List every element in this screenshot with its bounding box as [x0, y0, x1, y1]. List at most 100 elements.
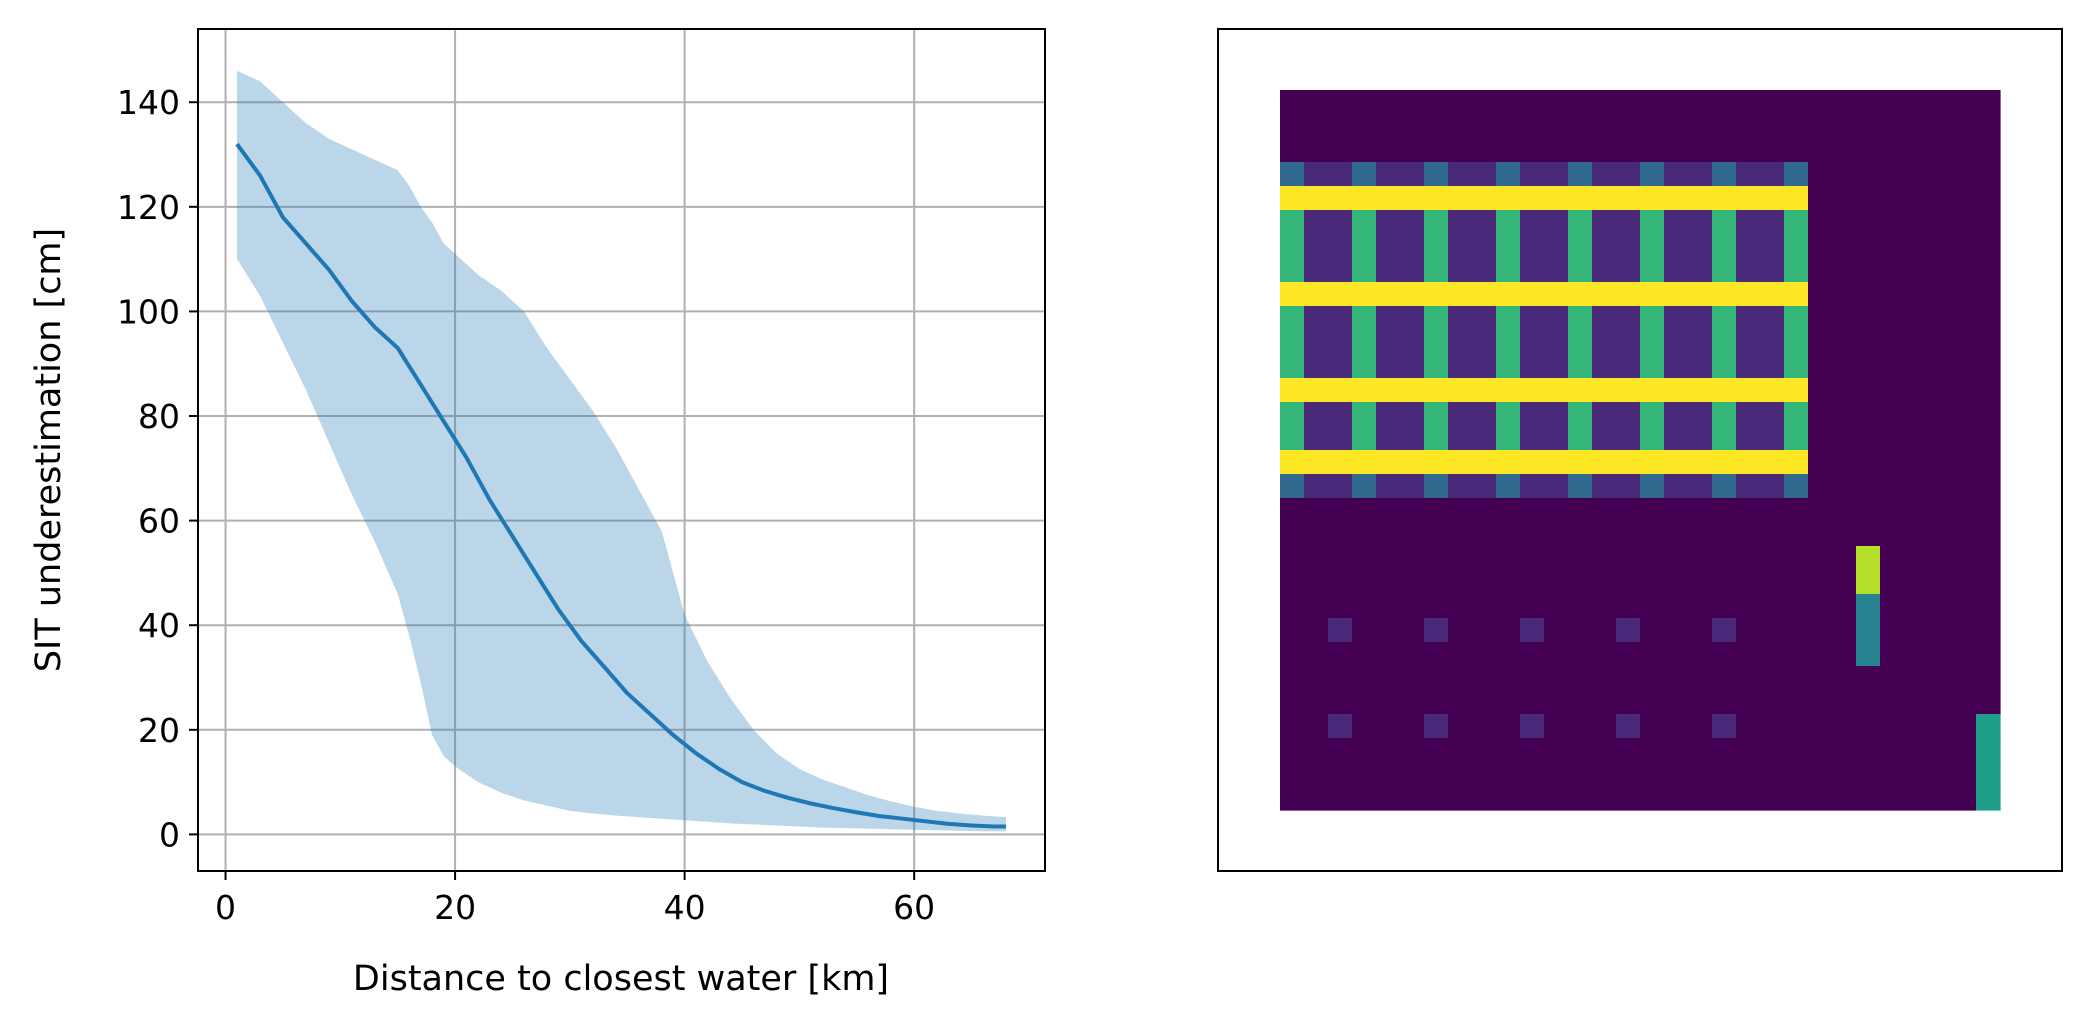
- heatmap-cell: [1712, 474, 1737, 499]
- heatmap-cell: [1976, 210, 2001, 235]
- heatmap-cell: [1640, 738, 1665, 763]
- heatmap-cell: [1952, 186, 1977, 211]
- heatmap-cell: [1448, 258, 1473, 283]
- heatmap-cell: [1616, 258, 1641, 283]
- heatmap-cell: [1544, 474, 1569, 499]
- heatmap-cell: [1976, 594, 2001, 619]
- heatmap-cell: [1760, 618, 1785, 643]
- heatmap-cell: [1400, 474, 1425, 499]
- heatmap-cell: [1616, 234, 1641, 259]
- heatmap-cell: [1664, 474, 1689, 499]
- heatmap-cell: [1760, 90, 1785, 115]
- heatmap-cell: [1448, 594, 1473, 619]
- heatmap-cell: [1352, 186, 1377, 211]
- heatmap-cell: [1280, 90, 1305, 115]
- heatmap-cell: [1760, 306, 1785, 331]
- heatmap-cell: [1424, 306, 1449, 331]
- heatmap-cell: [1904, 666, 1929, 691]
- heatmap-cell: [1904, 738, 1929, 763]
- heatmap-cell: [1832, 210, 1857, 235]
- heatmap-cell: [1568, 402, 1593, 427]
- heatmap-cell: [1472, 378, 1497, 403]
- heatmap-cell: [1424, 498, 1449, 523]
- heatmap-cell: [1376, 498, 1401, 523]
- heatmap-cell: [1280, 786, 1305, 811]
- heatmap-cell: [1808, 234, 1833, 259]
- heatmap-cell: [1784, 210, 1809, 235]
- heatmap-cell: [1400, 618, 1425, 643]
- heatmap-cell: [1856, 618, 1881, 643]
- heatmap-cell: [1616, 450, 1641, 475]
- heatmap-cell: [1712, 594, 1737, 619]
- heatmap-cell: [1424, 618, 1449, 643]
- heatmap-cell: [1472, 306, 1497, 331]
- heatmap-cell: [1856, 210, 1881, 235]
- heatmap-cell: [1640, 690, 1665, 715]
- heatmap-cell: [1880, 330, 1905, 355]
- heatmap-cell: [1832, 258, 1857, 283]
- heatmap-cell: [1808, 570, 1833, 595]
- heatmap-cell: [1640, 762, 1665, 787]
- heatmap-cell: [1688, 402, 1713, 427]
- heatmap-cell: [1568, 210, 1593, 235]
- heatmap-cell: [1808, 522, 1833, 547]
- heatmap-cell: [1568, 522, 1593, 547]
- heatmap-cell: [1568, 330, 1593, 355]
- heatmap-cell: [1616, 426, 1641, 451]
- heatmap-cell: [1304, 618, 1329, 643]
- heatmap-cell: [1568, 570, 1593, 595]
- heatmap-cell: [1400, 690, 1425, 715]
- heatmap-cell: [1688, 162, 1713, 187]
- heatmap-cell: [1808, 282, 1833, 307]
- heatmap-cell: [1640, 714, 1665, 739]
- heatmap-cell: [1880, 714, 1905, 739]
- heatmap-cell: [1328, 450, 1353, 475]
- heatmap-cell: [1976, 642, 2001, 667]
- heatmap-cell: [1784, 786, 1809, 811]
- heatmap-cell: [1928, 378, 1953, 403]
- heatmap-cell: [1328, 378, 1353, 403]
- heatmap-cell: [1736, 618, 1761, 643]
- heatmap-cell: [1808, 738, 1833, 763]
- heatmap-cell: [1544, 234, 1569, 259]
- heatmap-cell: [1808, 474, 1833, 499]
- heatmap-cell: [1376, 162, 1401, 187]
- heatmap-cell: [1376, 690, 1401, 715]
- heatmap-cell: [1424, 210, 1449, 235]
- heatmap-cell: [1352, 378, 1377, 403]
- heatmap-cell: [1640, 522, 1665, 547]
- heatmap-cell: [1616, 354, 1641, 379]
- heatmap-cell: [1832, 114, 1857, 139]
- heatmap-cell: [1928, 474, 1953, 499]
- heatmap-cell: [1472, 594, 1497, 619]
- heatmap-cell: [1448, 642, 1473, 667]
- heatmap-cell: [1376, 738, 1401, 763]
- heatmap-cell: [1592, 354, 1617, 379]
- heatmap-cell: [1520, 546, 1545, 571]
- spread-band: [237, 70, 1006, 832]
- heatmap-cell: [1784, 186, 1809, 211]
- heatmap-cell: [1304, 234, 1329, 259]
- heatmap-cell: [1280, 426, 1305, 451]
- heatmap-cell: [1520, 282, 1545, 307]
- heatmap-cell: [1376, 786, 1401, 811]
- heatmap-cell: [1376, 306, 1401, 331]
- heatmap-cell: [1424, 690, 1449, 715]
- line-chart: 0 20 40 60 0 20 40 60 80 100 120 140 Distance to cl…: [29, 28, 1046, 999]
- heatmap-cell: [1280, 618, 1305, 643]
- heatmap-cell: [1856, 378, 1881, 403]
- heatmap-cell: [1712, 354, 1737, 379]
- heatmap-cell: [1688, 258, 1713, 283]
- heatmap-cell: [1640, 618, 1665, 643]
- heatmap-cell: [1784, 162, 1809, 187]
- heatmap-cell: [1784, 690, 1809, 715]
- heatmap-cell: [1688, 690, 1713, 715]
- heatmap-cell: [1592, 138, 1617, 163]
- heatmap-cell: [1280, 642, 1305, 667]
- heatmap-cell: [1448, 186, 1473, 211]
- heatmap-cell: [1424, 330, 1449, 355]
- heatmap-cell: [1352, 666, 1377, 691]
- heatmap-cell: [1736, 666, 1761, 691]
- heatmap-cell: [1352, 282, 1377, 307]
- heatmap-cell: [1712, 786, 1737, 811]
